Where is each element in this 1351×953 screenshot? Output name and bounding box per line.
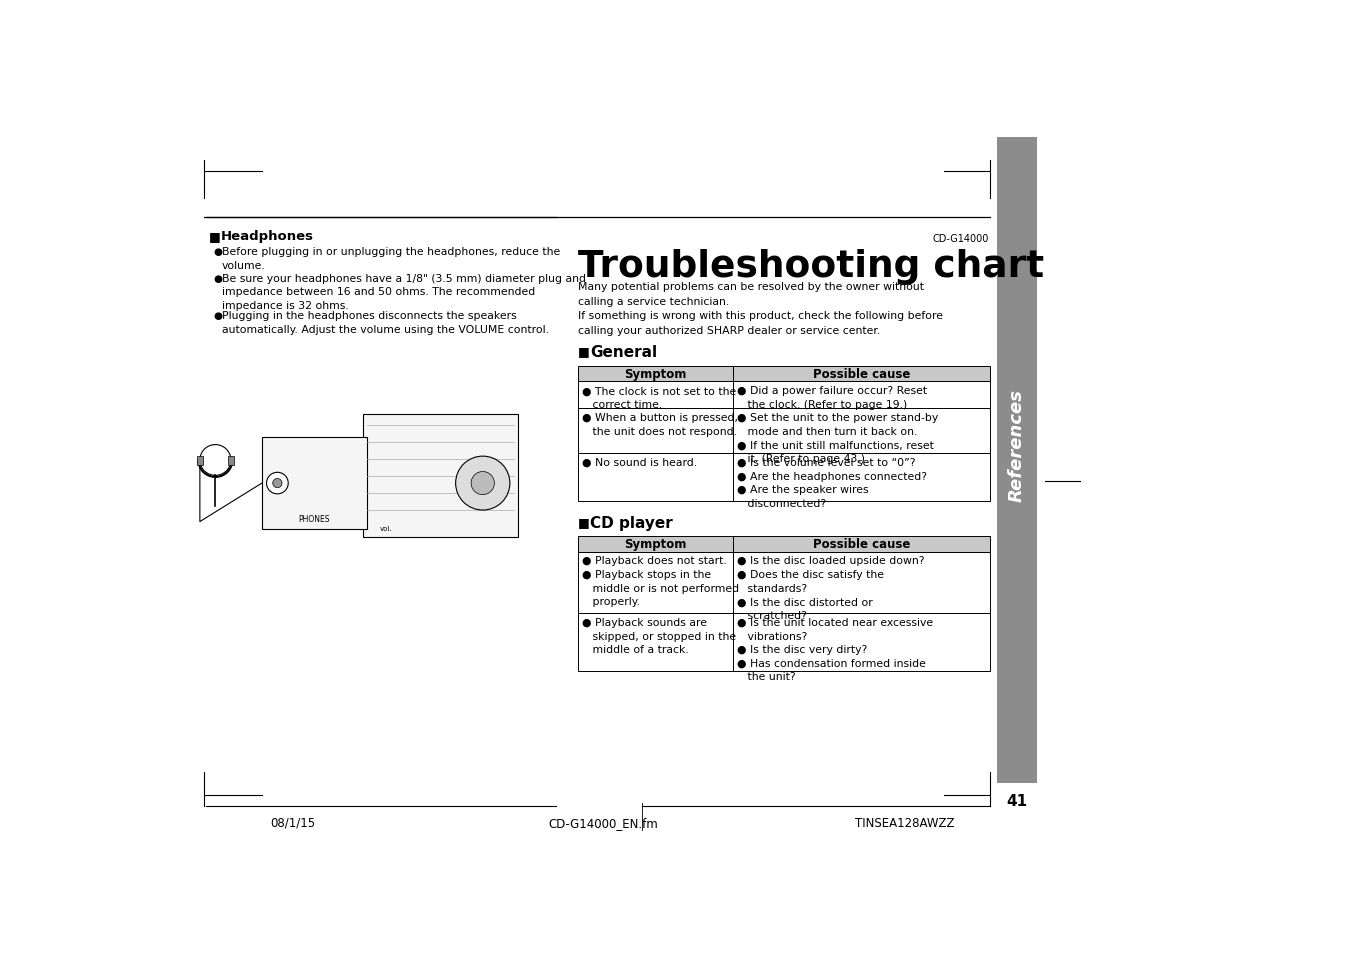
Bar bbox=[578, 382, 734, 409]
Bar bbox=[578, 454, 734, 501]
Text: ● Is the volume level set to “0”?
● Are the headphones connected?
● Are the spea: ● Is the volume level set to “0”? ● Are … bbox=[736, 457, 927, 508]
Text: ● No sound is heard.: ● No sound is heard. bbox=[582, 457, 697, 467]
Text: ● Playback sounds are
   skipped, or stopped in the
   middle of a track.: ● Playback sounds are skipped, or stoppe… bbox=[582, 618, 736, 655]
Text: ●: ● bbox=[213, 274, 222, 284]
Bar bbox=[578, 409, 734, 454]
Text: ●: ● bbox=[213, 247, 222, 256]
Text: Possible cause: Possible cause bbox=[813, 537, 911, 551]
Bar bbox=[997, 137, 1036, 783]
Text: TINSEA128AWZZ: TINSEA128AWZZ bbox=[855, 816, 955, 829]
Text: ● Set the unit to the power stand-by
   mode and then turn it back on.
● If the : ● Set the unit to the power stand-by mod… bbox=[736, 413, 938, 463]
Text: ● When a button is pressed,
   the unit does not respond.: ● When a button is pressed, the unit doe… bbox=[582, 413, 738, 436]
Bar bbox=[578, 552, 734, 614]
Circle shape bbox=[455, 456, 509, 511]
Circle shape bbox=[471, 472, 494, 496]
Text: PHONES: PHONES bbox=[299, 515, 330, 523]
Bar bbox=[262, 437, 366, 530]
Text: CD-G14000_EN.fm: CD-G14000_EN.fm bbox=[549, 816, 658, 829]
Bar bbox=[578, 537, 734, 552]
Bar bbox=[734, 552, 990, 614]
Circle shape bbox=[266, 473, 288, 495]
Bar bbox=[578, 614, 734, 671]
Bar bbox=[734, 367, 990, 382]
Text: CD-G14000: CD-G14000 bbox=[932, 233, 989, 244]
Text: 08/1/15: 08/1/15 bbox=[270, 816, 315, 829]
Text: ● Playback does not start.
● Playback stops in the
   middle or is not performed: ● Playback does not start. ● Playback st… bbox=[582, 556, 739, 607]
Text: ■: ■ bbox=[209, 230, 222, 243]
Text: ●: ● bbox=[213, 311, 222, 321]
Text: Symptom: Symptom bbox=[624, 537, 686, 551]
Text: 41: 41 bbox=[1006, 793, 1027, 808]
Bar bbox=[197, 456, 203, 466]
Text: Troubleshooting chart: Troubleshooting chart bbox=[578, 249, 1044, 285]
Bar bbox=[362, 415, 517, 537]
Bar bbox=[734, 409, 990, 454]
Text: ■: ■ bbox=[578, 516, 590, 528]
Text: Many potential problems can be resolved by the owner without
calling a service t: Many potential problems can be resolved … bbox=[578, 282, 943, 335]
Text: Possible cause: Possible cause bbox=[813, 368, 911, 381]
Text: ● Is the disc loaded upside down?
● Does the disc satisfy the
   standards?
● Is: ● Is the disc loaded upside down? ● Does… bbox=[736, 556, 924, 620]
Text: Headphones: Headphones bbox=[220, 230, 313, 243]
Text: References: References bbox=[1008, 389, 1025, 501]
Text: Plugging in the headphones disconnects the speakers
automatically. Adjust the vo: Plugging in the headphones disconnects t… bbox=[222, 311, 549, 335]
Text: ■: ■ bbox=[578, 345, 590, 358]
Text: vol.: vol. bbox=[380, 526, 392, 532]
Text: CD player: CD player bbox=[590, 516, 673, 530]
Bar bbox=[578, 367, 734, 382]
Text: ● The clock is not set to the
   correct time.: ● The clock is not set to the correct ti… bbox=[582, 386, 736, 410]
Text: ● Is the unit located near excessive
   vibrations?
● Is the disc very dirty?
● : ● Is the unit located near excessive vib… bbox=[736, 618, 934, 681]
Circle shape bbox=[273, 479, 282, 488]
Text: Symptom: Symptom bbox=[624, 368, 686, 381]
Circle shape bbox=[200, 445, 231, 476]
Bar bbox=[734, 382, 990, 409]
Bar bbox=[734, 537, 990, 552]
Text: Before plugging in or unplugging the headphones, reduce the
volume.: Before plugging in or unplugging the hea… bbox=[222, 247, 559, 271]
Text: General: General bbox=[590, 345, 658, 360]
Bar bbox=[734, 454, 990, 501]
Text: Be sure your headphones have a 1/8" (3.5 mm) diameter plug and
impedance between: Be sure your headphones have a 1/8" (3.5… bbox=[222, 274, 585, 311]
Bar bbox=[734, 614, 990, 671]
Text: ● Did a power failure occur? Reset
   the clock. (Refer to page 19.): ● Did a power failure occur? Reset the c… bbox=[736, 386, 927, 410]
Bar bbox=[228, 456, 234, 466]
